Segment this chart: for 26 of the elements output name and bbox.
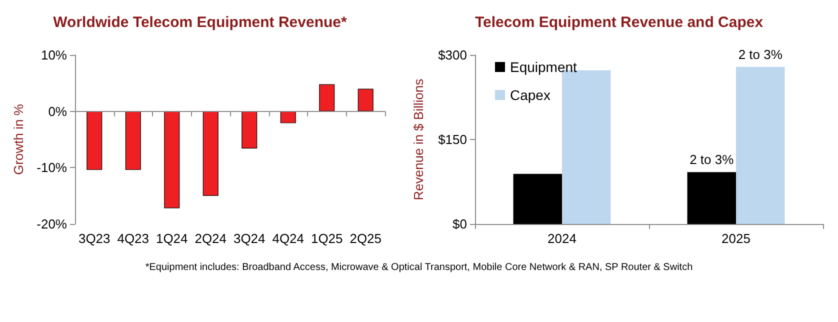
x-tick-label: 4Q23 <box>117 231 150 246</box>
annotation: 2 to 3% <box>738 46 783 62</box>
x-tick-label: 1Q25 <box>310 231 343 246</box>
x-tick-label: 2Q24 <box>194 231 227 246</box>
y-tick-label: -10% <box>36 160 68 176</box>
legend-label: Capex <box>510 87 550 103</box>
y-tick-label: $150 <box>438 132 467 147</box>
x-tick-label: 4Q24 <box>272 231 304 246</box>
y-axis-title: Revenue in $ Billions <box>411 78 426 200</box>
chart-title: Telecom Equipment Revenue and Capex <box>474 14 764 31</box>
x-tick-label: 3Q23 <box>78 231 110 246</box>
y-tick-label: -20% <box>36 216 68 232</box>
chart-title: Worldwide Telecom Equipment Revenue* <box>53 14 347 31</box>
x-tick-label: 3Q24 <box>233 231 266 246</box>
x-tick-label: 2024 <box>548 231 576 246</box>
x-tick-label: 1Q24 <box>156 231 188 246</box>
y-axis-title: Growth in % <box>11 104 26 175</box>
y-tick-label: 10% <box>40 48 68 62</box>
annotation: 2 to 3% <box>690 152 734 168</box>
text: *Equipment includes: Broadband Access, Microwave & Optical Transport, Mobile Core Network & RAN, SP Router & Switch <box>144 262 694 273</box>
y-tick-label: $0 <box>452 216 467 232</box>
y-tick-label: $300 <box>438 48 467 62</box>
y-tick-label: 0% <box>48 104 68 119</box>
x-tick-label: 2Q25 <box>350 231 382 246</box>
x-tick-label: 2025 <box>722 231 750 246</box>
legend-label: Equipment <box>510 59 578 75</box>
